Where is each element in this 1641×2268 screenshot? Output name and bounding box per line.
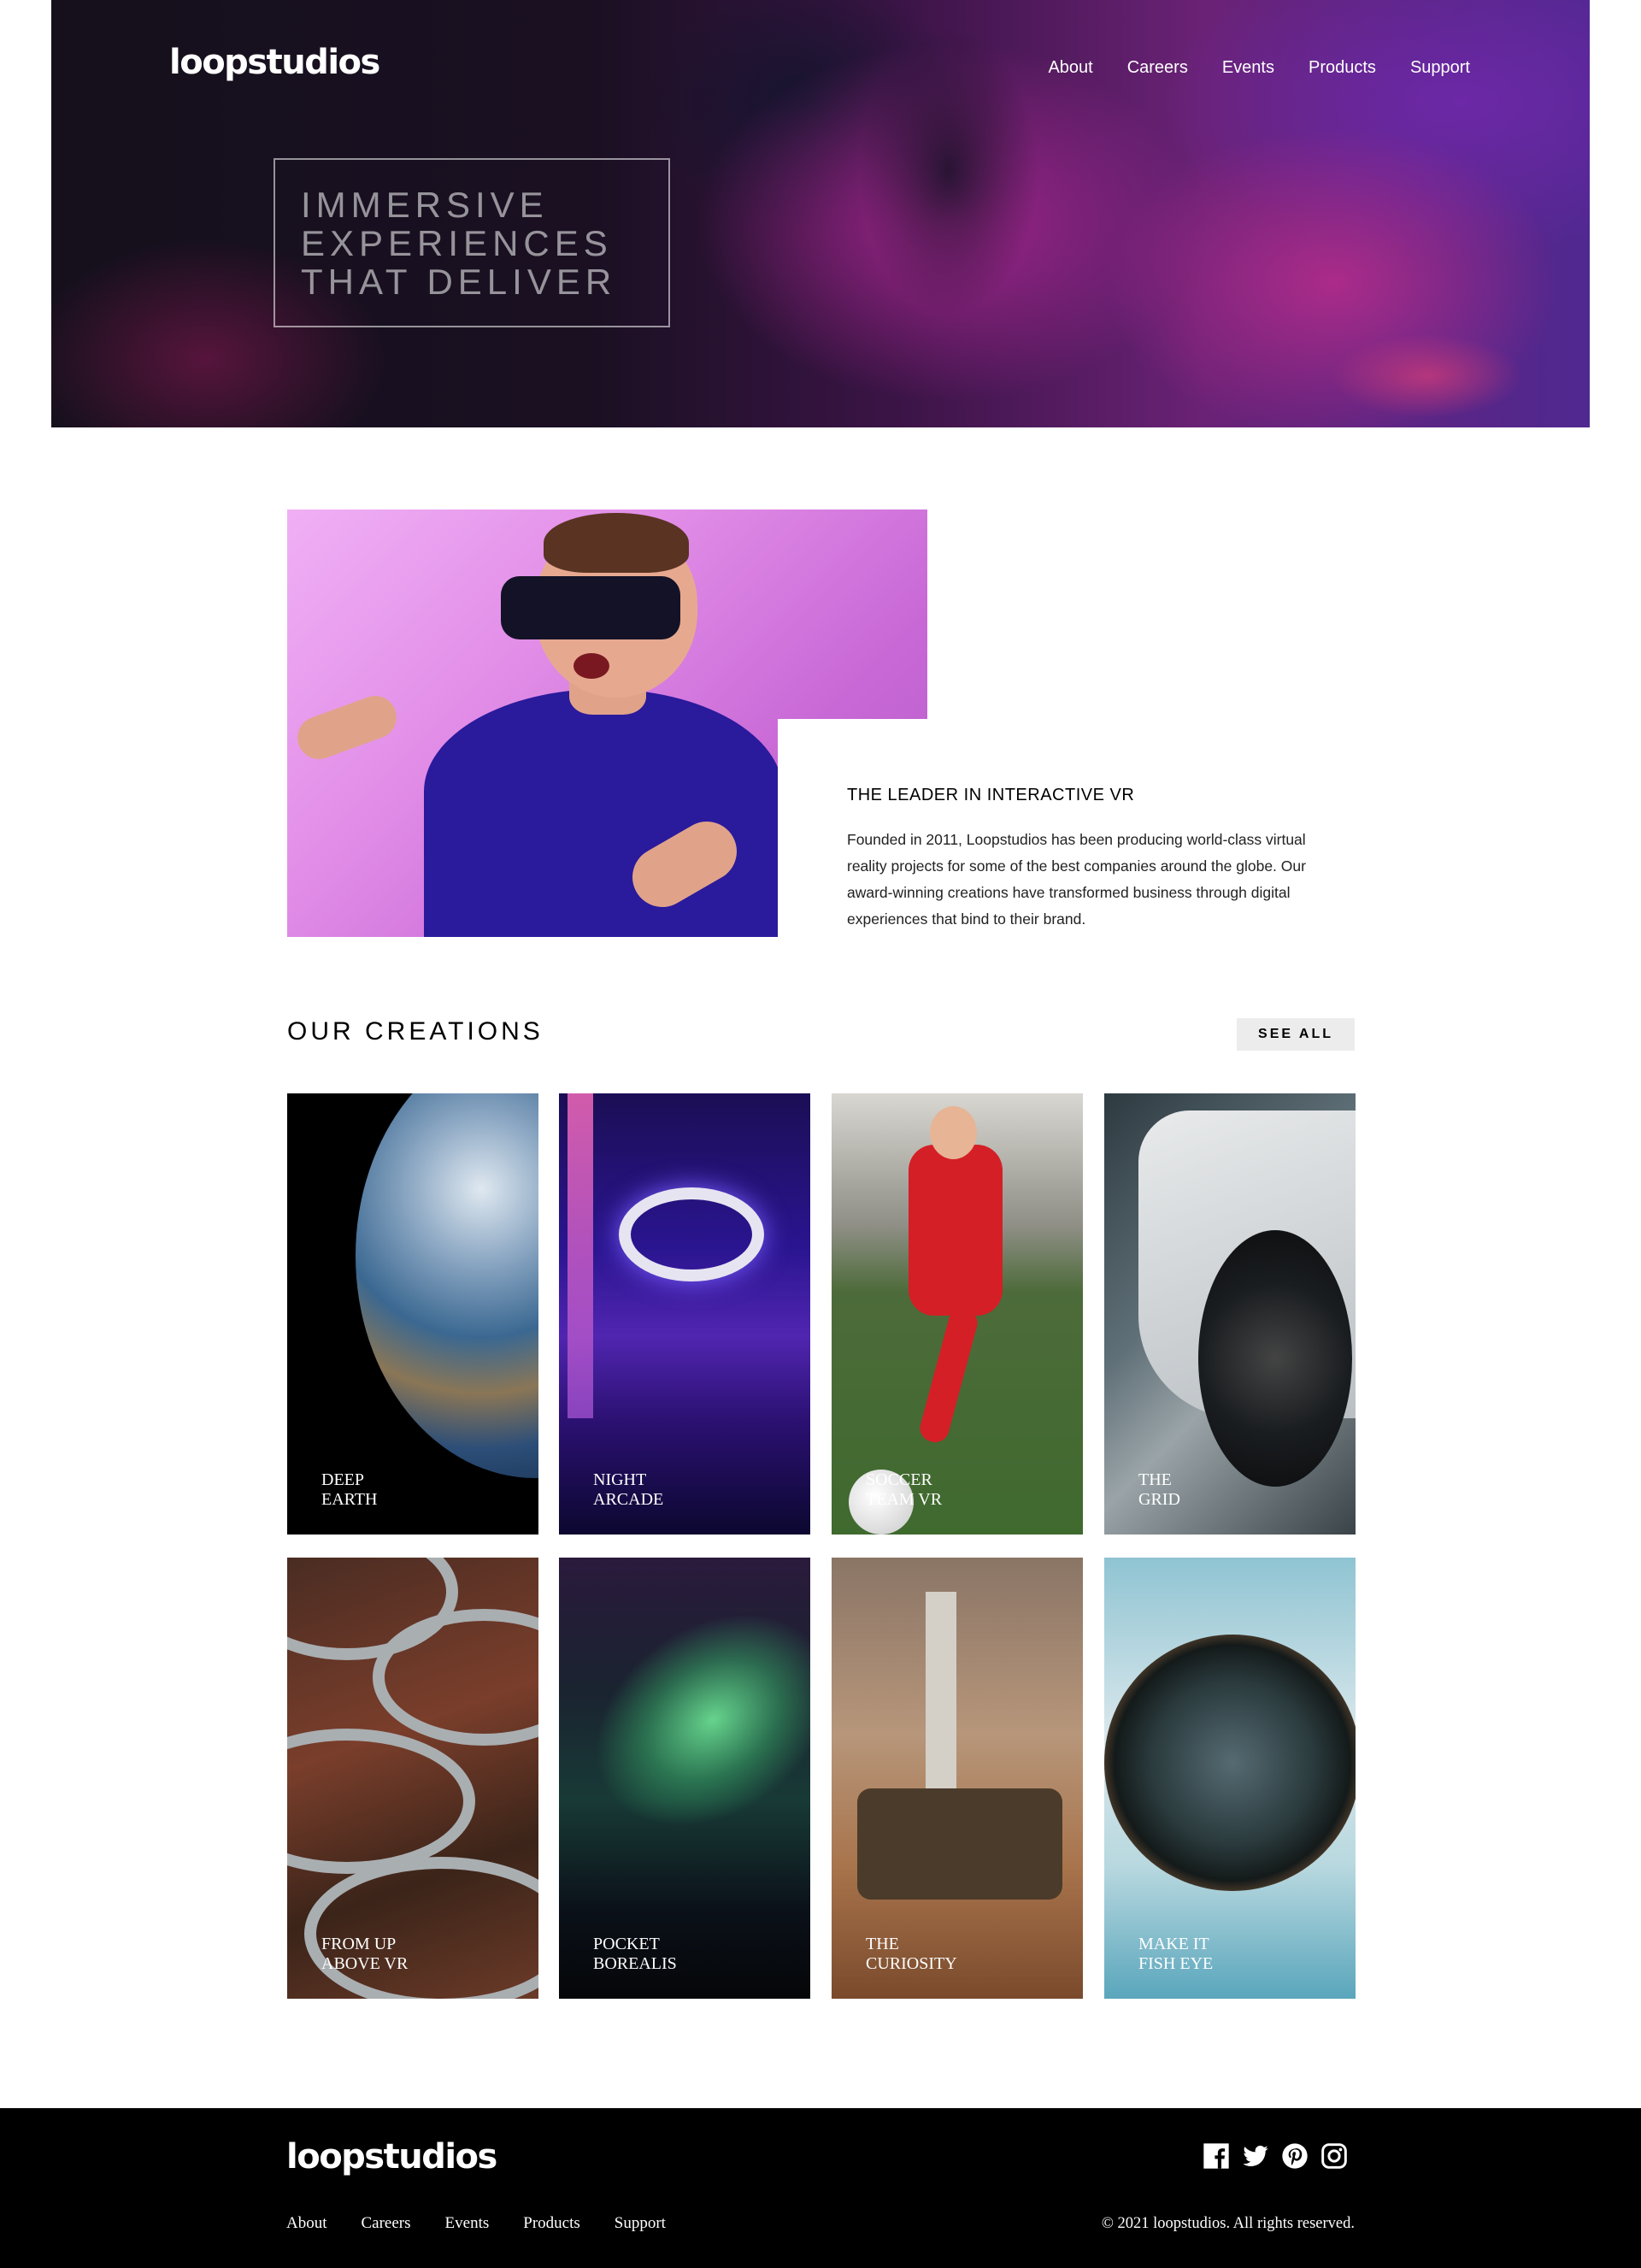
card-label: MAKE IT FISH EYE: [1138, 1935, 1214, 1973]
creation-card-night-arcade[interactable]: NIGHT ARCADE: [559, 1093, 810, 1535]
leader-text: Founded in 2011, Loopstudios has been pr…: [847, 831, 1306, 928]
creation-card-from-up-above[interactable]: FROM UP ABOVE VR: [287, 1558, 538, 1999]
social-links: [1203, 2142, 1348, 2170]
creation-card-make-it-fisheye[interactable]: MAKE IT FISH EYE: [1104, 1558, 1356, 1999]
creation-card-deep-earth[interactable]: DEEP EARTH: [287, 1093, 538, 1535]
creations-title: OUR CREATIONS: [287, 1017, 544, 1046]
card-label: SOCCER TEAM VR: [866, 1470, 943, 1509]
footer-nav-events[interactable]: Events: [444, 2214, 490, 2232]
footer-nav-support[interactable]: Support: [614, 2214, 666, 2232]
site-logo[interactable]: loopstudios: [169, 43, 380, 82]
card-label: THE CURIOSITY: [866, 1935, 957, 1973]
footer-logo[interactable]: loopstudios: [286, 2137, 497, 2177]
card-label: NIGHT ARCADE: [593, 1470, 664, 1509]
nav-support[interactable]: Support: [1409, 58, 1470, 77]
nav-about[interactable]: About: [1048, 58, 1093, 77]
nav-careers[interactable]: Careers: [1126, 58, 1188, 77]
main-nav: About Careers Events Products Support: [1048, 58, 1470, 78]
creation-card-soccer-team[interactable]: SOCCER TEAM VR: [832, 1093, 1083, 1535]
hero-section: loopstudios About Careers Events Product…: [51, 0, 1590, 427]
site-footer: loopstudios About Careers Events Product…: [0, 2108, 1641, 2268]
hero-headline-line: IMMERSIVE: [301, 185, 549, 225]
hero-headline-box: IMMERSIVE EXPERIENCES THAT DELIVER: [274, 158, 670, 327]
hero-headline-line: THAT DELIVER: [301, 262, 617, 302]
card-label: DEEP EARTH: [321, 1470, 378, 1509]
hero-headline-line: EXPERIENCES: [301, 223, 613, 263]
creation-card-pocket-borealis[interactable]: POCKET BOREALIS: [559, 1558, 810, 1999]
pinterest-icon[interactable]: [1281, 2142, 1309, 2170]
footer-nav: About Careers Events Products Support: [286, 2214, 666, 2233]
creation-card-the-grid[interactable]: THE GRID: [1104, 1093, 1356, 1535]
footer-nav-careers[interactable]: Careers: [361, 2214, 411, 2232]
instagram-icon[interactable]: [1320, 2142, 1348, 2170]
leader-title: THE LEADER IN INTERACTIVE VR: [847, 786, 1135, 804]
copyright-text: © 2021 loopstudios. All rights reserved.: [1101, 2215, 1355, 2232]
nav-events[interactable]: Events: [1221, 58, 1274, 77]
footer-nav-products[interactable]: Products: [523, 2214, 580, 2232]
nav-products[interactable]: Products: [1309, 58, 1376, 77]
card-label: FROM UP ABOVE VR: [321, 1935, 409, 1973]
creation-card-the-curiosity[interactable]: THE CURIOSITY: [832, 1558, 1083, 1999]
footer-nav-about[interactable]: About: [286, 2214, 327, 2232]
see-all-button[interactable]: SEE ALL: [1237, 1018, 1355, 1051]
card-label: THE GRID: [1138, 1470, 1180, 1509]
card-label: POCKET BOREALIS: [593, 1935, 677, 1973]
leader-card: THE LEADER IN INTERACTIVE VR Founded in …: [778, 719, 1376, 937]
twitter-icon[interactable]: [1242, 2142, 1269, 2170]
facebook-icon[interactable]: [1203, 2142, 1230, 2170]
